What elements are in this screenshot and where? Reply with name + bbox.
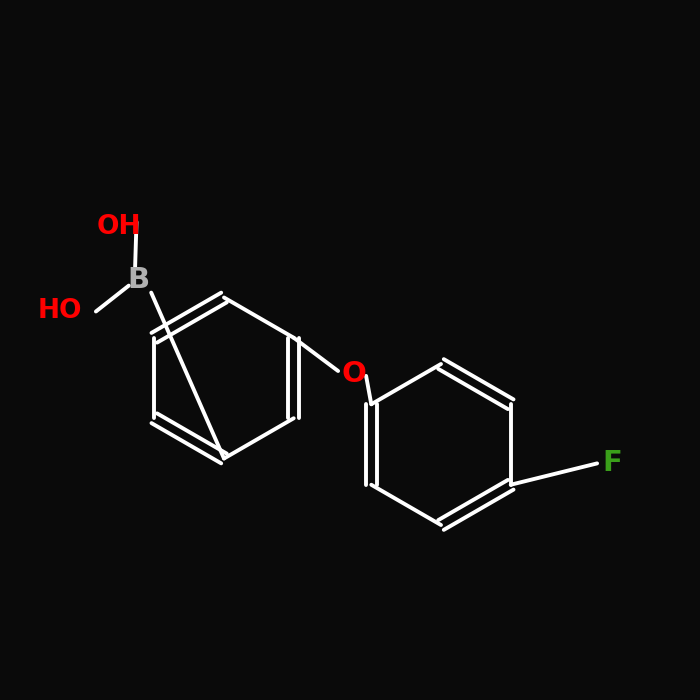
Text: F: F [603,449,622,477]
Text: HO: HO [37,298,82,325]
Text: B: B [127,266,150,294]
Text: O: O [341,360,366,388]
Text: OH: OH [97,214,141,241]
